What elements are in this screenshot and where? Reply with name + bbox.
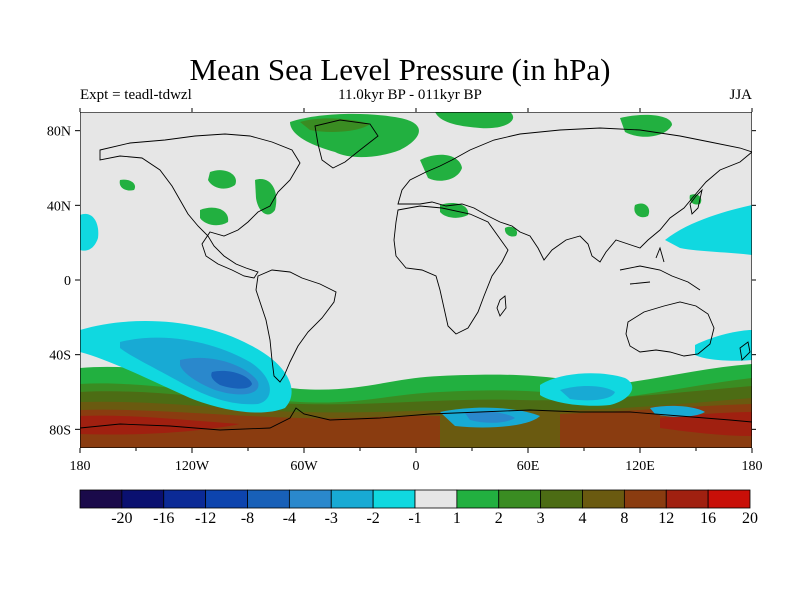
x-tick-label: 180 xyxy=(742,459,763,474)
x-tick-label: 180 xyxy=(70,459,91,474)
colorbar: -20 -16 -12 -8 -4 -3 -2 -1 1 2 3 4 8 12 16 20 xyxy=(79,489,758,527)
madagascar-coast xyxy=(496,295,507,317)
colorbar-label: 20 xyxy=(742,510,758,527)
colorbar-box xyxy=(414,489,458,509)
japan-coast xyxy=(689,188,703,215)
southeast-asia-islands-coast xyxy=(619,246,701,291)
season-label: JJA xyxy=(729,87,752,103)
australia-coast xyxy=(625,301,715,357)
colorbar-label: 4 xyxy=(579,510,587,527)
colorbar-label: -12 xyxy=(195,510,216,527)
colorbar-box xyxy=(456,489,500,509)
colorbar-box xyxy=(582,489,625,509)
colorbar-label: 12 xyxy=(658,510,674,527)
greenland-coast xyxy=(314,119,379,169)
y-tick-label: 80N xyxy=(47,125,71,140)
eurasia-coast xyxy=(397,127,752,263)
y-tick-label: 80S xyxy=(49,423,71,438)
colorbar-label: -16 xyxy=(153,510,174,527)
colorbar-label: 16 xyxy=(700,510,716,527)
map-area xyxy=(80,112,752,448)
colorbar-label: 8 xyxy=(620,510,628,527)
new-zealand-coast xyxy=(739,341,751,361)
colorbar-box xyxy=(665,489,709,509)
x-tick-label: 60E xyxy=(517,459,540,474)
colorbar-box xyxy=(163,489,207,509)
colorbar-box xyxy=(540,489,583,509)
colorbar-label: 1 xyxy=(453,510,461,527)
experiment-label: Expt = teadl-tdwzl xyxy=(80,87,192,103)
africa-coast xyxy=(393,205,509,335)
y-tick-label: 40N xyxy=(47,199,71,214)
plot-title: Mean Sea Level Pressure (in hPa) xyxy=(189,52,611,87)
time-period-label: 11.0kyr BP - 011kyr BP xyxy=(338,87,482,103)
colorbar-box xyxy=(121,489,165,509)
colorbar-label: 2 xyxy=(495,510,503,527)
y-tick-label: 0 xyxy=(64,274,71,289)
y-tick-label: 40S xyxy=(49,349,71,364)
colorbar-box xyxy=(288,489,332,509)
colorbar-label: 3 xyxy=(537,510,545,527)
negative-pressure-anomaly xyxy=(80,205,752,428)
north-america-coast xyxy=(99,133,301,279)
colorbar-box xyxy=(623,489,667,509)
colorbar-box xyxy=(247,489,290,509)
colorbar-label: -2 xyxy=(366,510,379,527)
colorbar-box xyxy=(330,489,374,509)
colorbar-box xyxy=(79,489,123,509)
colorbar-box xyxy=(205,489,248,509)
antarctica-coast xyxy=(80,407,752,431)
colorbar-label: -1 xyxy=(408,510,421,527)
x-tick-label: 60W xyxy=(290,459,318,474)
colorbar-box xyxy=(707,489,751,509)
colorbar-box xyxy=(372,489,416,509)
south-america-coast xyxy=(255,269,337,383)
map-axis-ticks: 180 120W 60W 0 60E 120E 180 80N 40N 0 40S 80S xyxy=(47,108,763,474)
colorbar-box xyxy=(498,489,542,509)
x-tick-label: 0 xyxy=(413,459,420,474)
coastlines xyxy=(80,119,752,431)
colorbar-label: -4 xyxy=(283,510,296,527)
x-tick-label: 120W xyxy=(175,459,210,474)
x-tick-label: 120E xyxy=(625,459,655,474)
colorbar-label: -8 xyxy=(241,510,254,527)
colorbar-label: -20 xyxy=(111,510,132,527)
colorbar-label: -3 xyxy=(325,510,338,527)
